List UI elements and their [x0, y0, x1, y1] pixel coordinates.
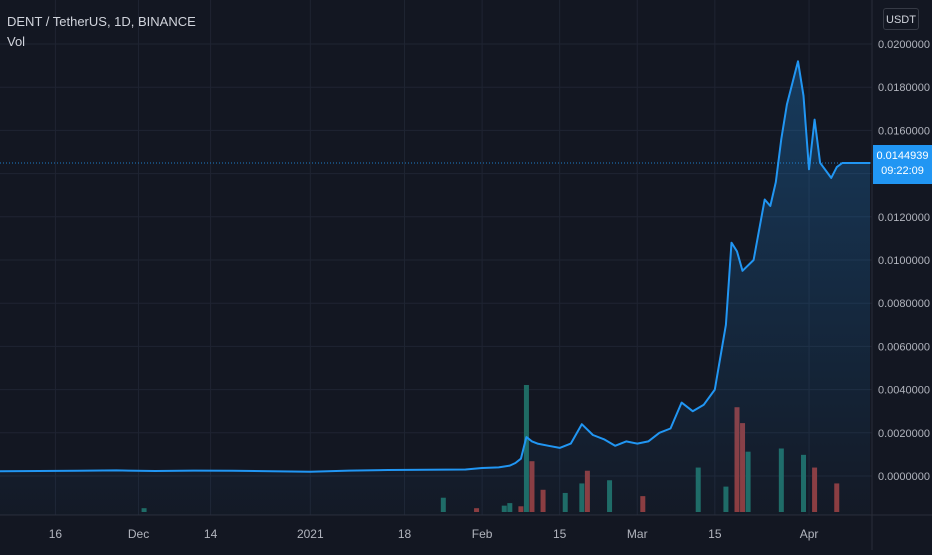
- x-tick-label: 14: [204, 527, 218, 541]
- price-line: [0, 60, 872, 473]
- y-tick-label: 0.0180000: [878, 82, 930, 94]
- y-tick-label: 0.0120000: [878, 212, 930, 224]
- x-tick-label: Feb: [472, 527, 493, 541]
- y-tick-label: 0.0200000: [878, 39, 930, 51]
- y-tick-label: 0.0000000: [878, 471, 930, 483]
- y-tick-label: 0.0040000: [878, 385, 930, 397]
- currency-button[interactable]: USDT: [883, 8, 919, 30]
- y-tick-label: 0.0080000: [878, 298, 930, 310]
- x-tick-label: 15: [553, 527, 567, 541]
- x-tick-label: 2021: [297, 527, 324, 541]
- x-tick-label: Dec: [128, 527, 149, 541]
- price-area-fill: [0, 61, 870, 516]
- x-tick-label: 15: [708, 527, 722, 541]
- last-price-countdown: 09:22:09: [881, 165, 924, 177]
- volume-legend-label[interactable]: Vol: [7, 34, 26, 49]
- y-tick-label: 0.0060000: [878, 341, 930, 353]
- last-price-value: 0.0144939: [876, 150, 929, 162]
- last-price-label: 0.0144939 09:22:09: [873, 145, 932, 184]
- x-tick-label: Mar: [627, 527, 648, 541]
- symbol-title[interactable]: DENT / TetherUS, 1D, BINANCE: [7, 14, 196, 29]
- x-tick-label: 18: [398, 527, 412, 541]
- y-tick-label: 0.0100000: [878, 255, 930, 267]
- x-tick-label: 16: [49, 527, 63, 541]
- y-tick-label: 0.0020000: [878, 428, 930, 440]
- price-series-line: [0, 60, 870, 473]
- y-tick-label: 0.0160000: [878, 125, 930, 137]
- chart-legend: DENT / TetherUS, 1D, BINANCE Vol: [7, 12, 196, 52]
- x-tick-label: Apr: [800, 527, 819, 541]
- price-area: [0, 61, 870, 516]
